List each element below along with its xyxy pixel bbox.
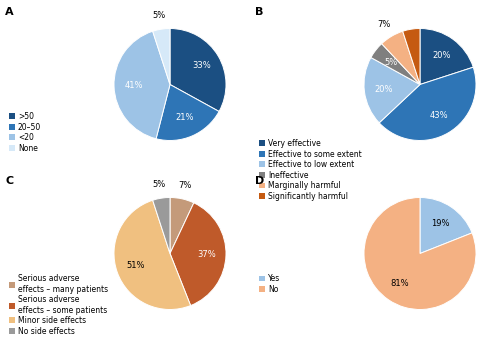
Text: 33%: 33%: [192, 62, 210, 70]
Text: 37%: 37%: [197, 250, 216, 259]
Text: 19%: 19%: [431, 219, 450, 228]
Text: 20%: 20%: [432, 51, 450, 59]
Text: 5%: 5%: [152, 11, 166, 20]
Legend: Yes, No: Yes, No: [259, 274, 280, 294]
Wedge shape: [364, 197, 476, 310]
Text: 21%: 21%: [175, 114, 194, 122]
Wedge shape: [156, 84, 219, 141]
Wedge shape: [382, 31, 420, 84]
Text: 5%: 5%: [384, 58, 398, 67]
Text: 5%: 5%: [402, 11, 415, 20]
Wedge shape: [371, 44, 420, 84]
Legend: Very effective, Effective to some extent, Effective to low extent, Ineffective, : Very effective, Effective to some extent…: [259, 139, 362, 201]
Text: A: A: [5, 7, 14, 17]
Wedge shape: [114, 31, 170, 139]
Wedge shape: [170, 28, 226, 112]
Wedge shape: [114, 200, 190, 310]
Text: 20%: 20%: [374, 84, 393, 94]
Text: 7%: 7%: [378, 20, 391, 29]
Text: B: B: [255, 7, 264, 17]
Text: 5%: 5%: [152, 180, 166, 189]
Text: 7%: 7%: [178, 181, 192, 190]
Wedge shape: [364, 57, 420, 123]
Text: 51%: 51%: [126, 261, 145, 270]
Wedge shape: [379, 67, 476, 141]
Text: D: D: [255, 176, 264, 186]
Wedge shape: [152, 28, 170, 84]
Wedge shape: [170, 197, 194, 254]
Legend: >50, 20–50, <20, None: >50, 20–50, <20, None: [9, 112, 41, 152]
Wedge shape: [420, 28, 474, 84]
Text: 41%: 41%: [124, 81, 143, 90]
Wedge shape: [402, 28, 420, 84]
Text: C: C: [5, 176, 13, 186]
Wedge shape: [152, 197, 170, 254]
Text: 81%: 81%: [390, 279, 409, 288]
Wedge shape: [420, 197, 472, 254]
Wedge shape: [170, 203, 226, 306]
Text: 43%: 43%: [429, 111, 448, 120]
Legend: Serious adverse
effects – many patients, Serious adverse
effects – some patients: Serious adverse effects – many patients,…: [9, 274, 108, 336]
